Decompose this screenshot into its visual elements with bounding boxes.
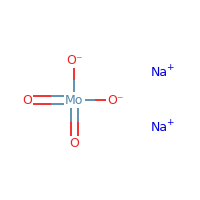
Text: Mo: Mo	[65, 94, 84, 106]
Text: Na: Na	[151, 121, 168, 134]
Text: O: O	[22, 94, 32, 106]
Text: O⁻: O⁻	[108, 94, 124, 106]
Text: Na: Na	[151, 66, 168, 79]
Text: O: O	[69, 137, 79, 150]
Text: +: +	[166, 118, 174, 127]
Text: +: +	[166, 63, 174, 72]
Text: O⁻: O⁻	[66, 54, 83, 67]
